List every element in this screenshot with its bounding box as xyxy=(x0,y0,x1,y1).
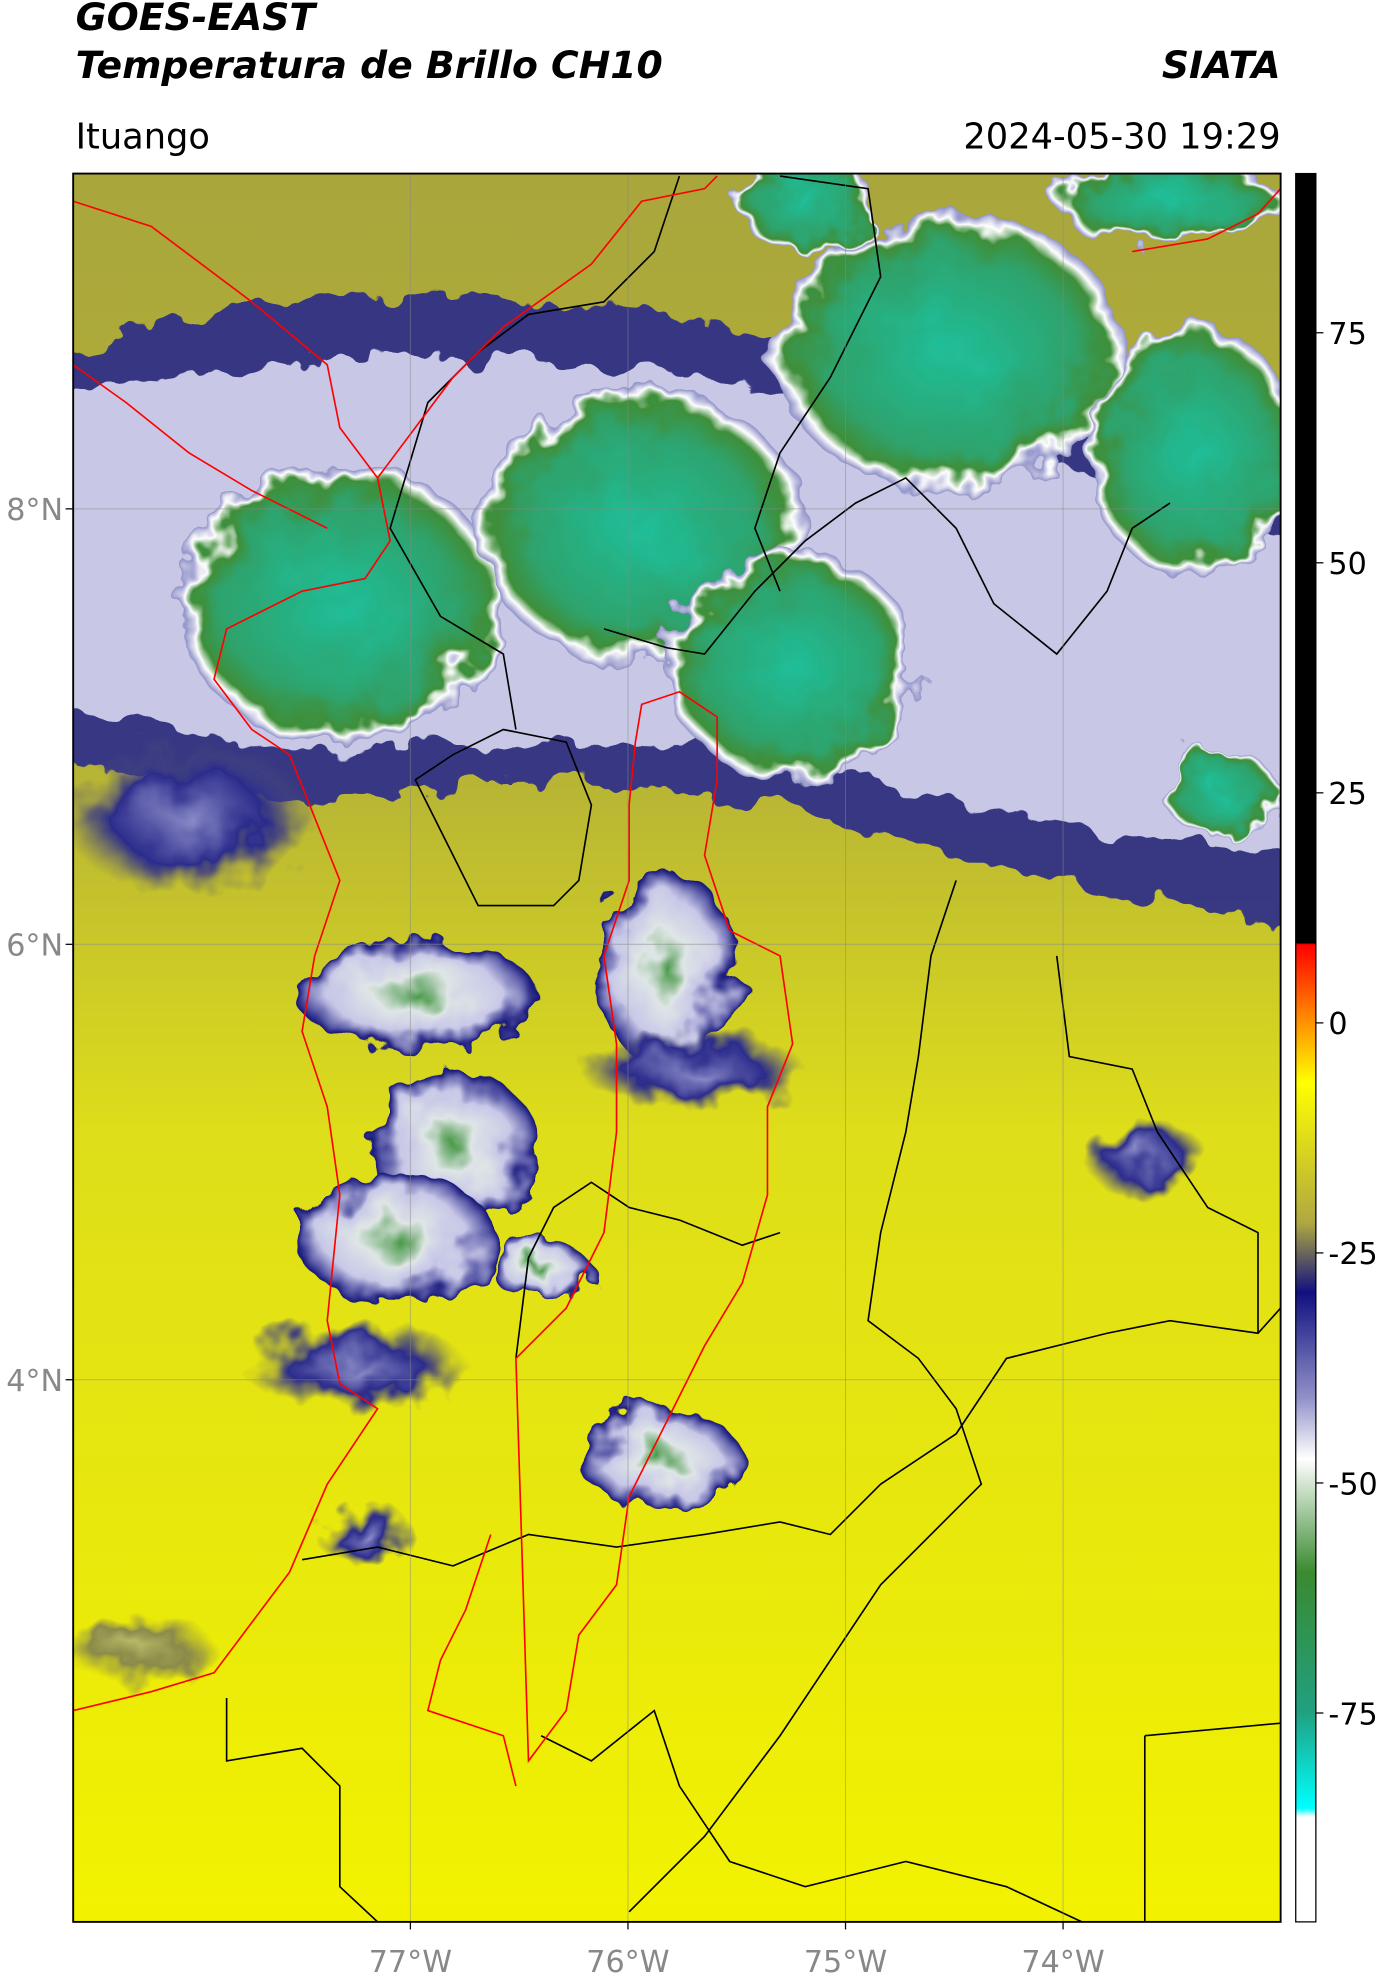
location: Ituango xyxy=(76,116,210,157)
colorbar-tick-label: 75 xyxy=(1328,317,1366,352)
x-tick-label: 74°W xyxy=(1021,1945,1104,1980)
colorbar-tick-label: -25 xyxy=(1328,1237,1377,1272)
y-tick-label: 6°N xyxy=(6,929,63,964)
map-frame xyxy=(72,172,1282,1923)
colorbar-tick-label: 0 xyxy=(1328,1007,1347,1042)
colorbar-tick-label: -50 xyxy=(1328,1467,1377,1502)
y-tick-label: 8°N xyxy=(6,493,63,528)
subtitle: Temperatura de Brillo CH10 xyxy=(76,43,663,87)
x-tick-label: 77°W xyxy=(369,1945,452,1980)
colorbar-tick-label: -75 xyxy=(1328,1697,1377,1732)
source: SIATA xyxy=(1162,43,1281,87)
title: GOES-EAST xyxy=(76,0,319,39)
datetime: 2024-05-30 19:29 xyxy=(963,116,1280,157)
x-tick-label: 76°W xyxy=(586,1945,669,1980)
x-tick-label: 75°W xyxy=(804,1945,887,1980)
colorbar-tick-label: 50 xyxy=(1328,547,1366,582)
map-image xyxy=(73,173,1281,1922)
colorbar-tick-label: 25 xyxy=(1328,777,1366,812)
colorbar xyxy=(1295,172,1317,1923)
y-tick-label: 4°N xyxy=(6,1364,63,1399)
grid xyxy=(73,173,1281,1922)
